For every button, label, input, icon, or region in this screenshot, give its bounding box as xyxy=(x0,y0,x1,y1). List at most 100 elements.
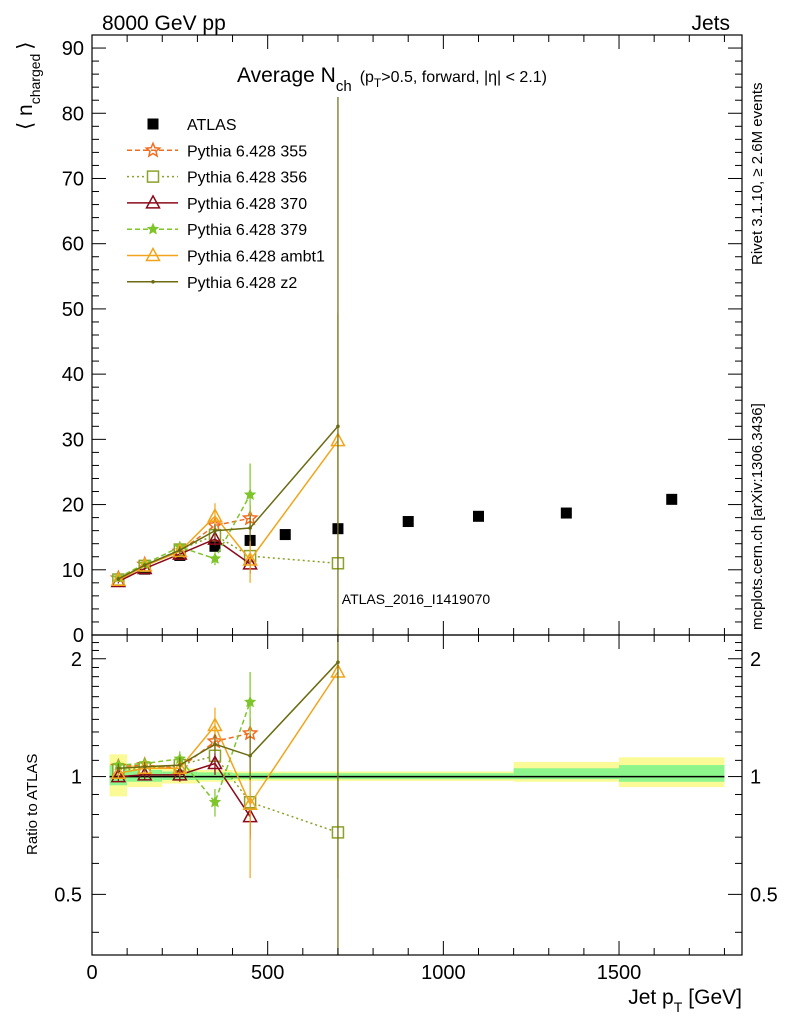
data-point xyxy=(142,563,147,568)
data-point xyxy=(208,795,222,808)
data-point xyxy=(242,551,258,566)
y-tick-label: 20 xyxy=(62,495,84,517)
title-sub: ch xyxy=(336,78,352,95)
data-point xyxy=(208,552,222,565)
ratio-y-tick-label: 0.5 xyxy=(54,884,82,906)
data-point xyxy=(213,742,217,746)
y-tick-label: 10 xyxy=(62,560,84,582)
series-pythia-6-428-ambt1 xyxy=(110,313,346,586)
xlabel-main: Jet p xyxy=(628,986,674,1009)
data-point xyxy=(110,571,127,586)
data-point xyxy=(336,660,340,664)
data-point xyxy=(110,764,127,779)
ratio-line xyxy=(118,701,251,804)
legend-item: Pythia 6.428 356 xyxy=(127,170,307,187)
legend-item: Pythia 6.428 370 xyxy=(127,194,307,213)
title-cond: (p xyxy=(360,69,374,86)
uncertainty-band-inner xyxy=(513,768,620,780)
main-axes: 0 10 20 30 40 50 60 70 80 90 xyxy=(62,34,742,647)
ratio-y-tick-label: 2 xyxy=(71,649,82,671)
data-point xyxy=(213,528,217,533)
ratio-frame xyxy=(91,634,743,956)
ratio-y-tick-label-right: 1 xyxy=(750,767,761,789)
series-line xyxy=(118,534,338,581)
data-point xyxy=(172,542,188,558)
data-point xyxy=(145,194,161,209)
data-point xyxy=(116,577,121,581)
data-point xyxy=(336,424,340,429)
data-point xyxy=(207,754,223,770)
legend-label: Pythia 6.428 ambt1 xyxy=(187,249,325,266)
series-pythia-6-428-379 xyxy=(111,463,257,584)
data-point xyxy=(209,540,221,552)
data-point xyxy=(146,222,160,235)
data-point xyxy=(279,529,291,541)
data-point xyxy=(248,753,252,758)
data-point xyxy=(242,795,258,810)
ratio-ylabel: Ratio to ATLAS xyxy=(24,754,41,855)
legend-label: ATLAS xyxy=(187,117,237,134)
header-left: 8000 GeV pp xyxy=(102,12,226,35)
uncertainty-band-inner xyxy=(619,765,725,782)
xlabel: Jet pT [GeV] xyxy=(628,986,742,1015)
ratio-line xyxy=(118,732,251,770)
data-point xyxy=(207,716,223,732)
y-tick-label: 80 xyxy=(62,103,84,125)
data-point xyxy=(207,530,223,545)
ratio-y-tick-label-right: 2 xyxy=(750,649,761,671)
y-tick-label: 70 xyxy=(62,168,84,190)
x-tick-label: 1000 xyxy=(421,962,466,984)
legend-item: Pythia 6.428 355 xyxy=(127,141,307,160)
y-tick-label: 0 xyxy=(73,625,84,647)
y-tick-label: 30 xyxy=(62,429,84,451)
ratio-y-tick-label-right: 0.5 xyxy=(750,884,778,906)
data-point xyxy=(472,510,484,522)
series-line xyxy=(118,425,339,580)
mcplots-label: mcplots.cern.ch [arXiv:1306.3436] xyxy=(749,403,766,630)
legend-label: Pythia 6.428 355 xyxy=(187,143,307,160)
data-point xyxy=(248,526,252,530)
y-tick-label: 40 xyxy=(62,364,84,386)
plot-title: Average Nch (pT>0.5, forward, |η| < 2.1) xyxy=(237,64,547,95)
data-point xyxy=(146,170,160,183)
main-series xyxy=(109,97,678,635)
ratio-series-pythia-6-428-z2 xyxy=(116,635,340,955)
ratio-series-pythia-6-428-379 xyxy=(111,672,257,817)
series-pythia-6-428-z2 xyxy=(116,97,340,635)
data-point xyxy=(178,548,182,553)
data-point xyxy=(145,246,161,262)
main-ylabel: ⟨ ncharged ⟩ xyxy=(14,41,43,130)
rivet-label: Rivet 3.1.10, ≥ 2.6M events xyxy=(749,83,766,266)
xlabel-sub: T xyxy=(674,999,683,1015)
data-point xyxy=(243,695,257,708)
ylabel-text: ⟨ ncharged ⟩ xyxy=(14,41,43,130)
x-tick-label: 1500 xyxy=(597,962,642,984)
ratio-series-pythia-6-428-ambt1 xyxy=(110,635,346,879)
data-point xyxy=(110,767,127,783)
data-point xyxy=(142,764,147,769)
x-tick-label: 0 xyxy=(86,962,97,984)
title-main: Average N xyxy=(237,64,336,87)
header-right: Jets xyxy=(691,12,730,35)
legend: ATLAS Pythia 6.428 355 Pythia 6.428 356 Pyt… xyxy=(127,117,325,292)
ylabel-main: ⟨ n xyxy=(14,104,37,130)
legend-label: Pythia 6.428 z2 xyxy=(187,275,297,292)
legend-item: Pythia 6.428 379 xyxy=(127,222,307,239)
data-point xyxy=(178,763,182,767)
y-tick-label: 50 xyxy=(62,299,84,321)
data-point xyxy=(560,507,572,519)
ratio-bands xyxy=(109,754,725,797)
title-cond-rest: >0.5, forward, |η| < 2.1) xyxy=(381,69,547,86)
series-line xyxy=(118,440,339,581)
series-pythia-6-428-356 xyxy=(112,525,345,586)
legend-item: Pythia 6.428 ambt1 xyxy=(127,246,325,266)
ratio-y-tick-label: 1 xyxy=(71,767,82,789)
y-tick-label: 60 xyxy=(62,234,84,256)
data-point xyxy=(402,516,414,528)
watermark: ATLAS_2016_I1419070 xyxy=(342,591,491,607)
data-point xyxy=(151,280,155,284)
xlabel-unit: [GeV] xyxy=(688,986,742,1009)
data-point xyxy=(144,141,162,158)
ratio-panel: 0.5 0.5 1 1 2 2 0 500 1000 1500 Ratio to ATLAS Je… xyxy=(24,634,778,1015)
